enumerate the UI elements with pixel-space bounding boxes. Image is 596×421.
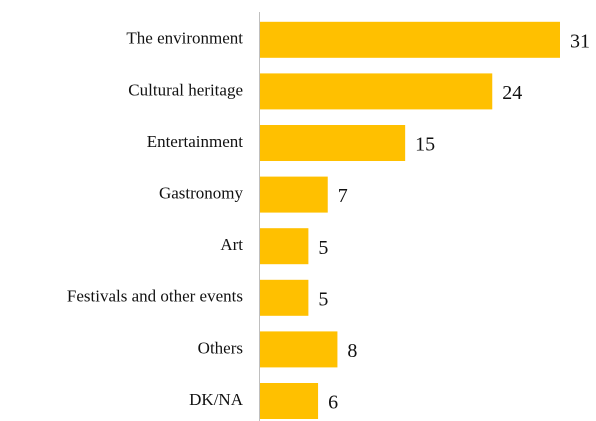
data-label: 5: [318, 237, 328, 259]
category-label: Others: [198, 338, 243, 357]
data-label: 7: [338, 185, 348, 207]
bar: [260, 279, 309, 316]
data-label: 5: [318, 288, 328, 310]
data-label: 15: [415, 134, 435, 156]
data-label: 24: [502, 82, 522, 104]
category-label: The environment: [126, 29, 243, 48]
bar: [260, 21, 560, 58]
bar: [260, 176, 328, 213]
category-label: Gastronomy: [159, 184, 244, 203]
category-label: Cultural heritage: [128, 80, 243, 99]
data-label: 31: [570, 30, 590, 52]
category-label: Festivals and other events: [67, 287, 243, 306]
data-label: 6: [328, 392, 338, 414]
bar: [260, 73, 493, 110]
bar: [260, 228, 309, 265]
data-label: 8: [347, 340, 357, 362]
bar: [260, 125, 406, 161]
category-label: DK/NA: [189, 390, 244, 409]
bar: [260, 383, 319, 419]
category-label: Art: [220, 235, 243, 254]
bar: [260, 331, 338, 368]
category-label: Entertainment: [147, 132, 244, 151]
